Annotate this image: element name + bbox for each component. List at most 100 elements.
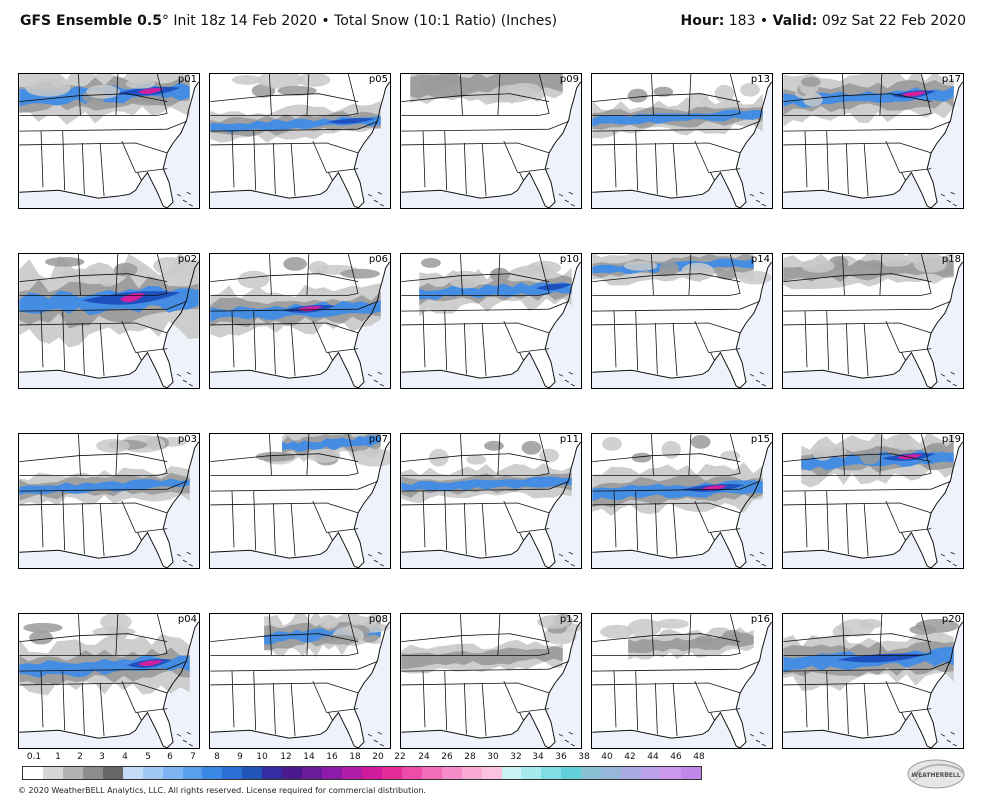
snow-contour bbox=[401, 476, 572, 492]
state-boundary bbox=[401, 633, 550, 642]
snow-patch bbox=[537, 614, 571, 629]
island bbox=[182, 739, 188, 743]
coastline bbox=[210, 441, 390, 568]
island bbox=[755, 379, 761, 383]
state-boundary bbox=[517, 528, 550, 533]
island bbox=[377, 191, 382, 195]
coastline bbox=[783, 261, 963, 388]
snow-patch bbox=[694, 635, 715, 646]
state-boundary bbox=[901, 532, 906, 541]
island bbox=[940, 553, 946, 557]
scale-tick-label: 3 bbox=[99, 752, 105, 762]
state-boundary bbox=[326, 528, 359, 533]
state-boundary bbox=[269, 74, 272, 116]
member-label: p04 bbox=[177, 614, 197, 625]
scale-tick-label: 12 bbox=[280, 752, 292, 762]
state-boundary bbox=[231, 131, 235, 188]
state-boundary bbox=[920, 614, 932, 654]
member-label: p02 bbox=[177, 254, 197, 265]
state-boundary bbox=[804, 671, 808, 728]
coastline bbox=[401, 441, 581, 568]
snow-map bbox=[401, 614, 581, 748]
state-boundary bbox=[460, 434, 463, 476]
coastline bbox=[592, 441, 772, 568]
state-boundary bbox=[19, 473, 168, 476]
coastline bbox=[401, 81, 581, 208]
member-label: p20 bbox=[941, 614, 961, 625]
scale-tick-label: 6 bbox=[167, 752, 173, 762]
snow-map bbox=[401, 254, 581, 388]
snow-patch bbox=[257, 74, 303, 89]
state-boundary bbox=[826, 311, 830, 371]
snow-contour bbox=[401, 646, 563, 670]
snow-patch bbox=[655, 618, 689, 629]
state-boundary bbox=[708, 168, 741, 173]
state-boundary bbox=[863, 682, 869, 737]
snow-patch bbox=[801, 258, 835, 273]
island bbox=[749, 553, 755, 557]
state-boundary bbox=[826, 131, 830, 191]
scale-swatch bbox=[102, 767, 123, 779]
scale-tick-label: 16 bbox=[326, 752, 338, 762]
state-boundary bbox=[40, 311, 44, 368]
island bbox=[176, 733, 182, 737]
snow-map bbox=[592, 254, 772, 388]
state-boundary bbox=[40, 131, 44, 188]
member-label: p14 bbox=[750, 254, 770, 265]
scale-swatch bbox=[461, 767, 482, 779]
state-boundary bbox=[137, 172, 142, 181]
state-boundary bbox=[306, 74, 310, 116]
ensemble-member-panel: p12 bbox=[400, 613, 582, 749]
snow-patch bbox=[277, 85, 317, 96]
scale-tick-label: 24 bbox=[418, 752, 430, 762]
island bbox=[182, 199, 188, 203]
scale-swatch bbox=[601, 767, 622, 779]
island bbox=[950, 551, 955, 555]
state-boundary bbox=[121, 320, 136, 353]
island bbox=[188, 203, 193, 207]
scale-swatch bbox=[501, 767, 522, 779]
snow-patch bbox=[716, 269, 737, 280]
snow-patch bbox=[627, 618, 662, 637]
snow-patch bbox=[352, 448, 390, 467]
state-boundary bbox=[497, 434, 501, 476]
state-boundary bbox=[347, 614, 359, 654]
snow-patch bbox=[232, 74, 262, 85]
state-boundary bbox=[651, 254, 654, 296]
island bbox=[761, 203, 766, 207]
state-boundary bbox=[253, 131, 257, 191]
state-boundary bbox=[78, 614, 81, 656]
state-boundary bbox=[592, 633, 741, 642]
snow-patch bbox=[448, 270, 483, 289]
state-boundary bbox=[401, 453, 550, 462]
member-label: p03 bbox=[177, 434, 197, 445]
island bbox=[377, 731, 382, 735]
state-boundary bbox=[422, 131, 426, 188]
state-boundary bbox=[879, 434, 883, 476]
scale-swatch bbox=[421, 767, 442, 779]
snow-patch bbox=[623, 260, 658, 271]
scale-swatch bbox=[82, 767, 103, 779]
state-boundary bbox=[19, 300, 187, 312]
state-boundary bbox=[253, 491, 257, 551]
state-boundary bbox=[655, 142, 658, 195]
island bbox=[367, 553, 373, 557]
coastline bbox=[19, 441, 199, 568]
snow-patch bbox=[600, 624, 634, 639]
state-boundary bbox=[210, 473, 359, 476]
state-boundary bbox=[347, 254, 359, 294]
scale-bar bbox=[22, 766, 702, 780]
state-boundary bbox=[655, 322, 658, 375]
snow-contour bbox=[137, 88, 164, 94]
state-boundary bbox=[62, 311, 66, 371]
snow-patch bbox=[424, 75, 465, 86]
state-boundary bbox=[783, 502, 932, 514]
scale-swatch bbox=[242, 767, 263, 779]
state-boundary bbox=[846, 322, 849, 375]
ensemble-member-panel: p11 bbox=[400, 433, 582, 569]
state-boundary bbox=[231, 311, 235, 368]
state-boundary bbox=[635, 491, 639, 551]
member-label: p13 bbox=[750, 74, 770, 85]
snow-patch bbox=[466, 454, 487, 465]
state-boundary bbox=[210, 120, 378, 132]
